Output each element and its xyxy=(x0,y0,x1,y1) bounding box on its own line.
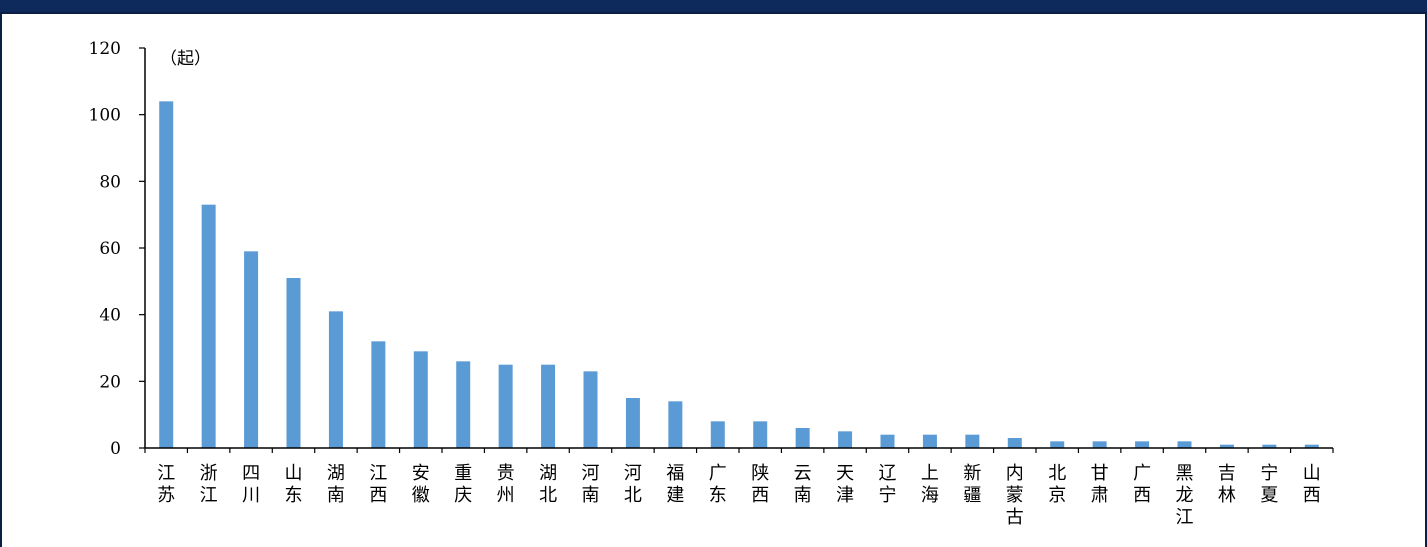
x-category-label: 四川 xyxy=(242,463,260,506)
bar xyxy=(286,278,301,448)
x-category-label: 云南 xyxy=(794,463,812,506)
bar xyxy=(1304,444,1319,448)
bar xyxy=(1262,444,1277,448)
x-category-label: 江西 xyxy=(369,463,387,506)
bar xyxy=(625,398,640,448)
bar xyxy=(371,341,386,448)
x-category-label: 吉林 xyxy=(1218,463,1236,506)
y-tick-label: 20 xyxy=(99,372,121,392)
bar xyxy=(922,434,937,448)
x-category-label: 河南 xyxy=(582,463,600,506)
x-category-label: 山西 xyxy=(1303,463,1321,506)
bar xyxy=(541,364,556,448)
x-category-label: 陕西 xyxy=(751,463,769,506)
bar xyxy=(795,428,810,448)
bar xyxy=(1135,441,1150,448)
bar xyxy=(159,101,174,448)
bar xyxy=(498,364,513,448)
y-tick-label: 120 xyxy=(89,39,121,59)
y-axis: 0 20 40 60 80 100 120 xyxy=(89,39,146,459)
bar xyxy=(838,431,853,448)
bar xyxy=(583,371,598,448)
x-category-label: 甘肃 xyxy=(1091,463,1109,506)
bar xyxy=(880,434,895,448)
x-category-label: 黑龙江 xyxy=(1176,463,1194,528)
bar xyxy=(753,421,768,448)
x-category-label: 重庆 xyxy=(454,463,472,506)
y-axis-unit-label: （起） xyxy=(160,49,211,69)
bar xyxy=(1050,441,1065,448)
y-tick-label: 60 xyxy=(99,239,121,259)
bar xyxy=(201,204,216,448)
bar xyxy=(668,401,683,448)
x-axis: 江苏浙江四川山东湖南江西安徽重庆贵州湖北河南河北福建广东陕西云南天津辽宁上海新疆… xyxy=(144,447,1334,528)
bar xyxy=(710,421,725,448)
x-category-label: 辽宁 xyxy=(879,463,897,506)
bar xyxy=(328,311,343,448)
bar xyxy=(244,251,259,448)
bar xyxy=(965,434,980,448)
x-category-label: 新疆 xyxy=(963,463,981,506)
x-category-label: 河北 xyxy=(624,463,642,506)
bar xyxy=(1219,444,1234,448)
y-tick-label: 40 xyxy=(99,306,121,326)
x-category-label: 北京 xyxy=(1048,463,1066,506)
x-category-label: 天津 xyxy=(836,463,854,506)
y-tick-label: 80 xyxy=(99,172,121,192)
x-category-label: 湖南 xyxy=(327,463,345,506)
x-category-label: 宁夏 xyxy=(1260,463,1278,506)
x-category-label: 福建 xyxy=(666,463,684,506)
x-category-label: 山东 xyxy=(285,463,303,506)
x-category-label: 贵州 xyxy=(497,463,515,506)
bar xyxy=(1177,441,1192,448)
bar xyxy=(456,361,471,448)
header-bar xyxy=(0,0,1427,14)
x-category-label: 广东 xyxy=(709,463,727,506)
x-category-label: 上海 xyxy=(921,463,939,506)
x-category-label: 湖北 xyxy=(539,463,557,506)
bar xyxy=(1092,441,1107,448)
x-category-label: 安徽 xyxy=(412,463,430,506)
x-category-label: 广西 xyxy=(1133,463,1151,506)
x-category-label: 内蒙古 xyxy=(1006,463,1024,528)
y-tick-label: 0 xyxy=(110,439,121,459)
bars xyxy=(159,101,1319,448)
x-category-label: 浙江 xyxy=(200,463,218,506)
x-category-label: 江苏 xyxy=(157,463,175,506)
bar xyxy=(413,351,428,448)
y-tick-label: 100 xyxy=(89,106,121,126)
bar xyxy=(1007,438,1022,448)
